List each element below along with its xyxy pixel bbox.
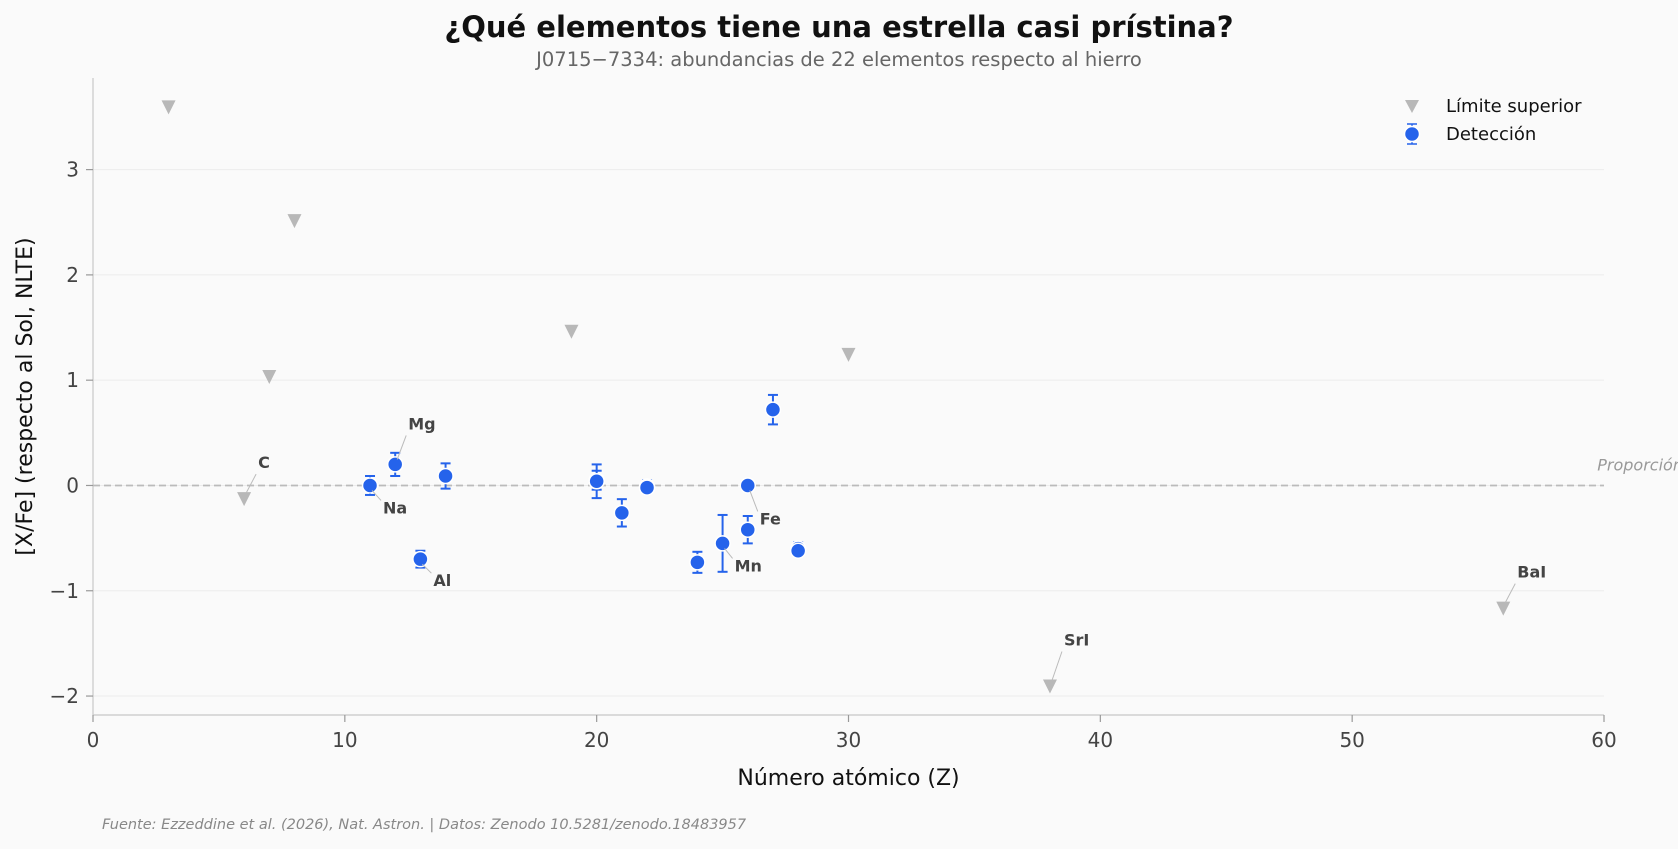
detection-marker: [638, 479, 656, 496]
y-tick-label: −2: [50, 684, 79, 708]
upper-limit-marker: [237, 492, 252, 507]
detection-marker: [789, 542, 807, 559]
legend-upper-limit-label: Límite superior: [1446, 96, 1582, 117]
upper-limit-marker: [1496, 601, 1511, 616]
x-tick-label: 60: [1591, 728, 1616, 752]
annotation-label-c: C: [258, 453, 270, 472]
annotation-label-na: Na: [383, 498, 407, 517]
upper-limit-marker: [161, 100, 176, 115]
upper-limit-marker: [841, 347, 856, 362]
annotation-label-al: Al: [433, 571, 451, 590]
x-tick-label: 20: [584, 728, 609, 752]
annotation-leader-al: [422, 563, 432, 574]
upper-limit-marker: [287, 214, 302, 229]
y-tick-label: 0: [66, 473, 79, 497]
detection-marker: [739, 477, 757, 494]
x-tick-label: 50: [1339, 728, 1364, 752]
annotation-leader-na: [371, 490, 382, 501]
annotation-label-fe: Fe: [760, 509, 781, 528]
legend-detection-marker: [1403, 125, 1421, 143]
x-tick-label: 40: [1088, 728, 1113, 752]
x-tick-label: 10: [332, 728, 357, 752]
annotation-leader-bai: [1504, 583, 1516, 603]
annotation-label-mn: Mn: [735, 556, 762, 575]
detection-marker: [588, 473, 605, 490]
annotation-leader-fe: [749, 490, 759, 512]
upper-limit-marker: [1042, 679, 1057, 694]
detection-marker: [386, 456, 404, 473]
legend-detection-label: Detección: [1446, 124, 1536, 145]
detection-marker: [764, 401, 782, 418]
annotation-leader-sri: [1051, 651, 1063, 681]
detection-marker: [739, 521, 757, 538]
legend-upper-limit-marker: [1405, 100, 1419, 113]
chart-title: ¿Qué elementos tiene una estrella casi p…: [444, 10, 1234, 44]
upper-limit-marker: [262, 369, 277, 384]
detection-marker: [714, 535, 731, 552]
detection-marker: [689, 554, 706, 571]
source-note: Fuente: Ezzeddine et al. (2026), Nat. As…: [102, 817, 747, 833]
y-tick-label: 1: [66, 368, 79, 392]
annotation-label-bai: BaI: [1517, 563, 1546, 582]
annotation-label-mg: Mg: [408, 414, 435, 433]
detection-marker: [361, 477, 379, 494]
y-axis-title: [X/Fe] (respecto al Sol, NLTE): [13, 237, 38, 555]
annotation-leader-c: [245, 473, 257, 494]
x-tick-label: 30: [836, 728, 861, 752]
y-tick-label: 3: [66, 158, 79, 182]
y-tick-label: −1: [50, 579, 79, 603]
solar-reference-label: Proporción solar: [1597, 455, 1678, 474]
detection-marker: [437, 467, 454, 485]
annotation-leader-mn: [724, 548, 733, 559]
x-axis-title: Número atómico (Z): [737, 766, 959, 791]
detection-marker: [613, 504, 631, 522]
chart-subtitle: J0715−7334: abundancias de 22 elementos …: [536, 48, 1142, 71]
detection-marker: [412, 550, 429, 568]
y-tick-label: 2: [66, 263, 79, 287]
annotation-leader-mg: [396, 435, 407, 460]
upper-limit-marker: [564, 324, 579, 339]
annotation-label-sri: SrI: [1064, 631, 1089, 650]
x-tick-label: 0: [87, 728, 100, 752]
